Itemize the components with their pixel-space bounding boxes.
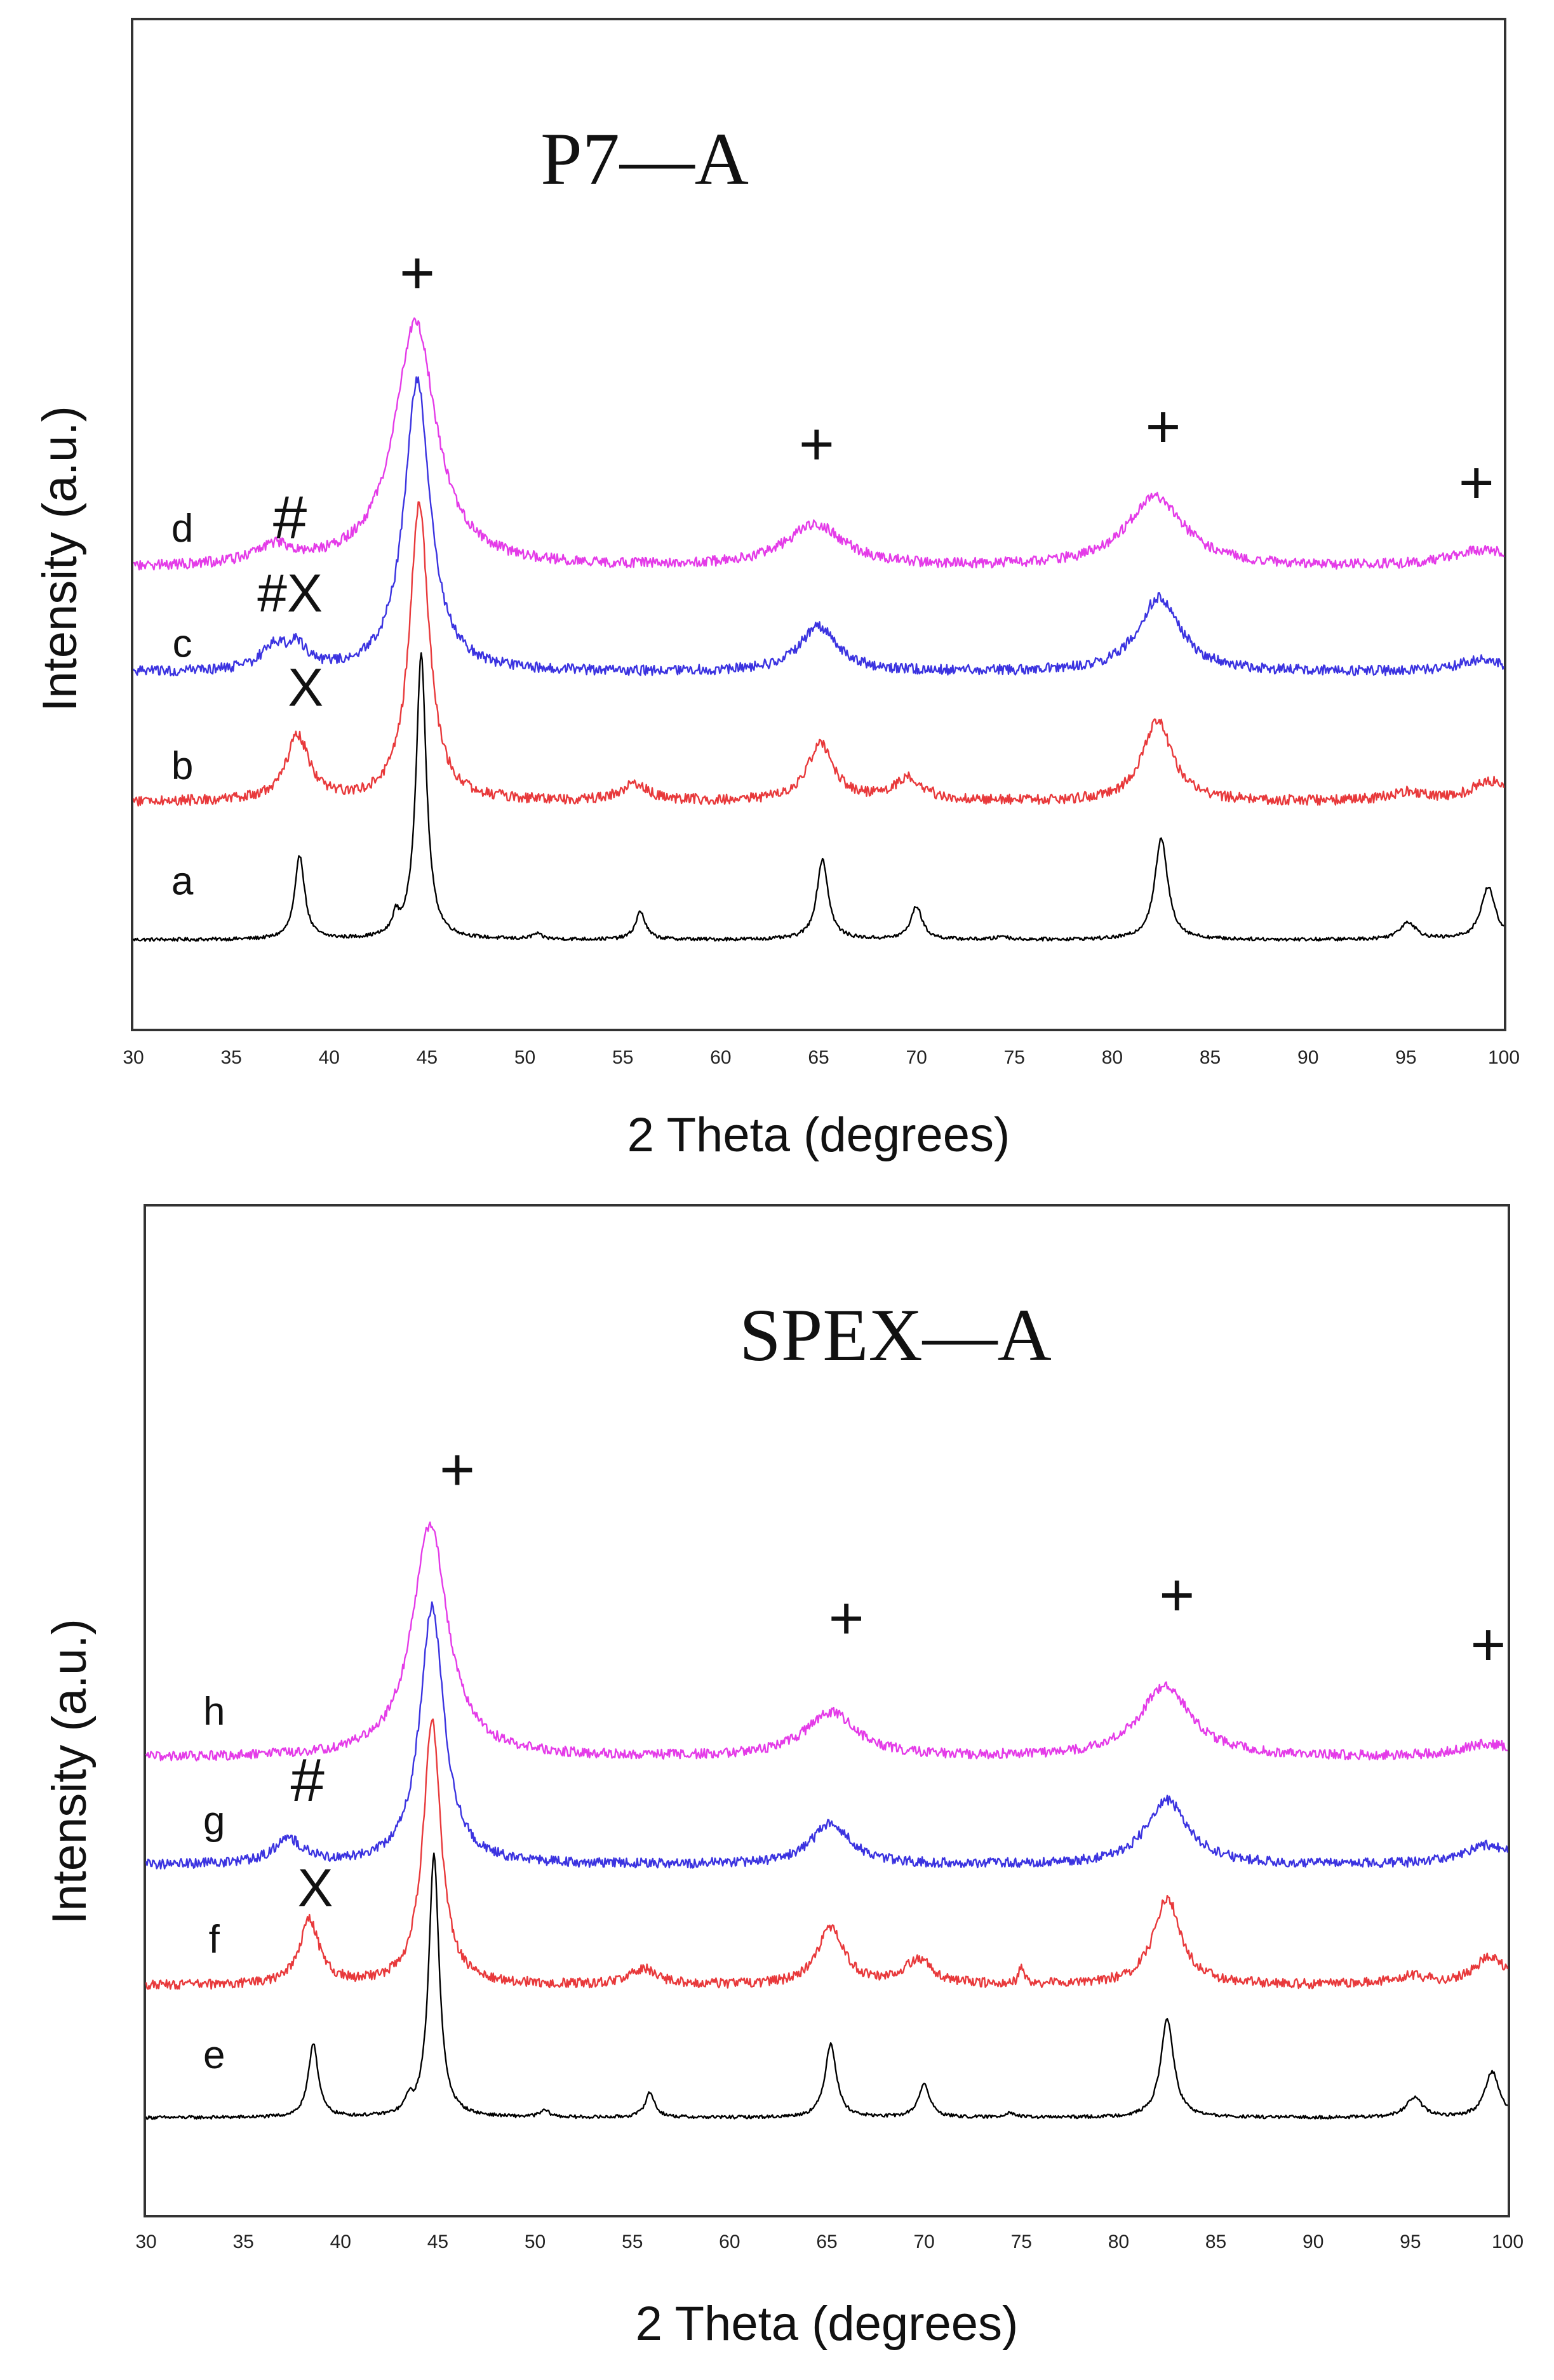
series-a-line [132,652,1504,942]
peak-marker: + [1146,393,1181,461]
x-tick-label: 50 [525,2231,546,2252]
x-axis-ticks: 30 35 40 45 50 55 60 65 70 75 80 85 90 95 100 [135,2231,1524,2252]
y-axis-title: Intensity (a.u.) [33,406,87,712]
annotations: + + + + # Xh g f e [203,1436,1506,2077]
peak-marker: + [799,410,834,478]
series-d-line [133,317,1505,571]
peak-marker: X [288,658,323,718]
panel-title: P7—A [540,117,749,201]
x-tick-label: 40 [319,1047,340,1068]
x-tick-label: 40 [330,2231,351,2252]
peak-marker: + [1159,1561,1195,1629]
peak-marker: # [291,1746,325,1814]
x-tick-label: 30 [123,1047,144,1068]
x-tick-label: 100 [1488,1047,1520,1068]
panel-title: SPEX—A [739,1294,1052,1377]
x-tick-label: 55 [612,1047,633,1068]
series-c-line [132,376,1505,677]
x-tick-label: 95 [1400,2231,1421,2252]
x-tick-label: 45 [427,2231,448,2252]
curves [132,317,1505,942]
x-tick-label: 55 [622,2231,643,2252]
peak-marker: # [273,484,307,552]
x-tick-label: 45 [417,1047,438,1068]
peak-marker: + [829,1584,864,1652]
x-tick-label: 30 [135,2231,156,2252]
x-tick-label: 85 [1200,1047,1221,1068]
x-tick-label: 70 [913,2231,934,2252]
x-tick-label: 75 [1004,1047,1025,1068]
curve-label: e [203,2033,225,2077]
series-f-line [145,1718,1509,1990]
x-tick-label: 90 [1297,1047,1318,1068]
curve-label: a [171,860,194,904]
series-b-line [132,501,1505,807]
plot-frame [144,1204,1510,2217]
peak-marker: + [439,1436,475,1504]
peak-marker: + [1470,1611,1506,1679]
curve-label: g [203,1799,225,1843]
x-axis-title: 2 Theta (degrees) [636,2297,1019,2351]
x-tick-label: 90 [1303,2231,1323,2252]
x-tick-label: 95 [1395,1047,1416,1068]
peak-marker: X [297,1858,333,1918]
x-tick-label: 50 [514,1047,535,1068]
x-tick-label: 85 [1205,2231,1226,2252]
curve-label: h [203,1690,225,1734]
curve-label: c [173,622,192,666]
series-g-line [145,1601,1509,1870]
panel-spex: SPEX—A 2 Theta (degrees) Intensity (a.u.… [43,1204,1524,2351]
panel-p7: P7—A 2 Theta (degrees) Intensity (a.u.) … [33,18,1520,1162]
x-tick-label: 35 [220,1047,241,1068]
x-tick-label: 60 [719,2231,740,2252]
y-axis-title: Intensity (a.u.) [43,1619,97,1925]
x-axis-title: 2 Theta (degrees) [627,1108,1010,1162]
x-tick-label: 65 [816,2231,837,2252]
x-tick-label: 75 [1011,2231,1032,2252]
x-tick-label: 60 [710,1047,731,1068]
x-axis-ticks: 30 35 40 45 50 55 60 65 70 75 80 85 90 95 100 [123,1047,1520,1068]
curves [145,1521,1509,2120]
peak-marker: + [1459,449,1494,517]
peak-marker: + [399,239,435,307]
x-tick-label: 80 [1108,2231,1129,2252]
x-tick-label: 65 [808,1047,829,1068]
curve-label: b [171,744,193,788]
curve-label: f [209,1918,220,1962]
plot-frame [131,18,1506,1031]
series-h-line [145,1521,1508,1762]
x-tick-label: 100 [1492,2231,1524,2252]
x-tick-label: 80 [1102,1047,1123,1068]
curve-label: d [171,507,193,551]
annotations: + + + + # #X Xd c b a [171,239,1494,904]
x-tick-label: 70 [906,1047,927,1068]
series-e-line [145,1852,1508,2120]
x-tick-label: 35 [232,2231,253,2252]
peak-marker: #X [257,563,323,623]
